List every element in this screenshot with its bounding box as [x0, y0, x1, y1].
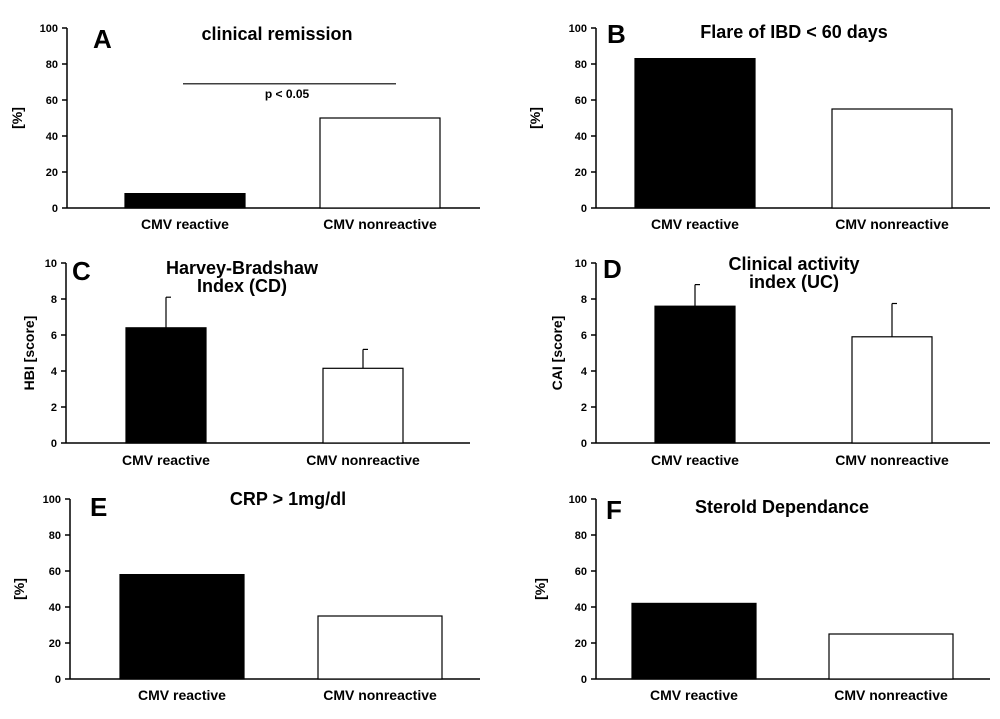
y-axis-label: [%]: [11, 578, 27, 600]
bar-cmv-nonreactive: [322, 367, 404, 444]
chart-title: Index (CD): [197, 276, 287, 296]
chart-panel-c: 0 2 4 6 8 10 CMV reactive CMV nonreactive C Harve…: [21, 256, 470, 468]
x-category-label: CMV nonreactive: [835, 216, 949, 232]
y-tick-label: 40: [575, 131, 587, 143]
y-tick-label: 6: [581, 330, 587, 342]
x-category-label: CMV nonreactive: [835, 452, 949, 468]
y-tick-label: 80: [575, 530, 587, 542]
y-tick-label: 8: [581, 294, 587, 306]
panel-letter: B: [607, 19, 626, 49]
x-category-label: CMV nonreactive: [323, 216, 437, 232]
y-tick-label: 0: [581, 203, 587, 215]
panel-letter: A: [93, 24, 112, 54]
y-tick-label: 10: [45, 258, 57, 270]
chart-title: Sterold Dependance: [695, 497, 869, 517]
y-tick-label: 8: [51, 294, 57, 306]
bar-cmv-nonreactive: [319, 117, 441, 209]
chart-panel-f: 0 20 40 60 80 100 CMV reactive CMV nonreactive F…: [532, 494, 990, 703]
x-category-label: CMV reactive: [651, 216, 739, 232]
y-tick-label: 100: [569, 494, 587, 506]
y-tick-label: 40: [575, 602, 587, 614]
chart-panel-b: 0 20 40 60 80 100 CMV reactive CMV nonreactive B…: [527, 19, 990, 232]
x-category-label: CMV reactive: [650, 687, 738, 703]
y-tick-label: 40: [46, 131, 58, 143]
bar-cmv-reactive: [654, 305, 736, 444]
y-tick-label: 20: [575, 167, 587, 179]
bar-cmv-nonreactive: [831, 108, 953, 209]
bar-cmv-reactive: [119, 573, 245, 680]
y-tick-label: 80: [575, 59, 587, 71]
y-axis-label: CAI [score]: [549, 316, 565, 391]
y-tick-label: 60: [575, 566, 587, 578]
y-tick-label: 60: [575, 95, 587, 107]
y-tick-label: 20: [49, 638, 61, 650]
x-category-label: CMV nonreactive: [323, 687, 437, 703]
y-tick-label: 0: [55, 674, 61, 686]
chart-title: Flare of IBD < 60 days: [700, 22, 888, 42]
y-tick-label: 4: [51, 366, 58, 378]
y-tick-label: 80: [49, 530, 61, 542]
y-tick-label: 2: [581, 402, 587, 414]
y-tick-label: 80: [46, 59, 58, 71]
bar-cmv-nonreactive: [828, 633, 954, 680]
chart-panel-d: 0 2 4 6 8 10 CMV reactive CMV nonreactive D Clini…: [549, 254, 990, 468]
bar-cmv-reactive: [125, 327, 207, 444]
x-category-label: CMV reactive: [651, 452, 739, 468]
y-tick-label: 10: [575, 258, 587, 270]
y-tick-label: 40: [49, 602, 61, 614]
p-value-annotation: p < 0.05: [265, 87, 310, 101]
y-axis-label: [%]: [527, 107, 543, 129]
y-tick-label: 0: [581, 674, 587, 686]
chart-title: Harvey-Bradshaw: [166, 258, 319, 278]
chart-title: Clinical activity: [728, 254, 859, 274]
y-tick-label: 100: [569, 23, 587, 35]
y-axis-label: [%]: [9, 107, 25, 129]
y-tick-label: 20: [575, 638, 587, 650]
y-axis-label: [%]: [532, 578, 548, 600]
panel-letter: C: [72, 256, 91, 286]
chart-title: clinical remission: [201, 24, 352, 44]
y-tick-label: 2: [51, 402, 57, 414]
chart-panel-e: 0 20 40 60 80 100 CMV reactive CMV nonreactive E…: [11, 489, 480, 703]
chart-title: index (UC): [749, 272, 839, 292]
panel-letter: E: [90, 492, 107, 522]
chart-panel-a: 0 20 40 60 80 100 CMV reactive CMV nonreactive A…: [9, 23, 480, 232]
y-tick-label: 100: [43, 494, 61, 506]
y-tick-label: 0: [581, 438, 587, 450]
panel-letter: D: [603, 254, 622, 284]
panel-letter: F: [606, 495, 622, 525]
y-axis-label: HBI [score]: [21, 316, 37, 391]
y-tick-label: 4: [581, 366, 588, 378]
y-tick-label: 60: [49, 566, 61, 578]
bar-cmv-reactive: [634, 57, 756, 209]
y-tick-label: 60: [46, 95, 58, 107]
bar-cmv-reactive: [124, 193, 246, 209]
bar-cmv-nonreactive: [317, 615, 443, 680]
x-category-label: CMV reactive: [122, 452, 210, 468]
x-category-label: CMV reactive: [141, 216, 229, 232]
y-tick-label: 20: [46, 167, 58, 179]
x-category-label: CMV nonreactive: [834, 687, 948, 703]
bar-cmv-reactive: [631, 602, 757, 680]
y-tick-label: 6: [51, 330, 57, 342]
x-category-label: CMV reactive: [138, 687, 226, 703]
y-tick-label: 100: [40, 23, 58, 35]
bar-cmv-nonreactive: [851, 336, 933, 444]
x-category-label: CMV nonreactive: [306, 452, 420, 468]
y-tick-label: 0: [51, 438, 57, 450]
y-tick-label: 0: [52, 203, 58, 215]
chart-title: CRP > 1mg/dl: [230, 489, 346, 509]
